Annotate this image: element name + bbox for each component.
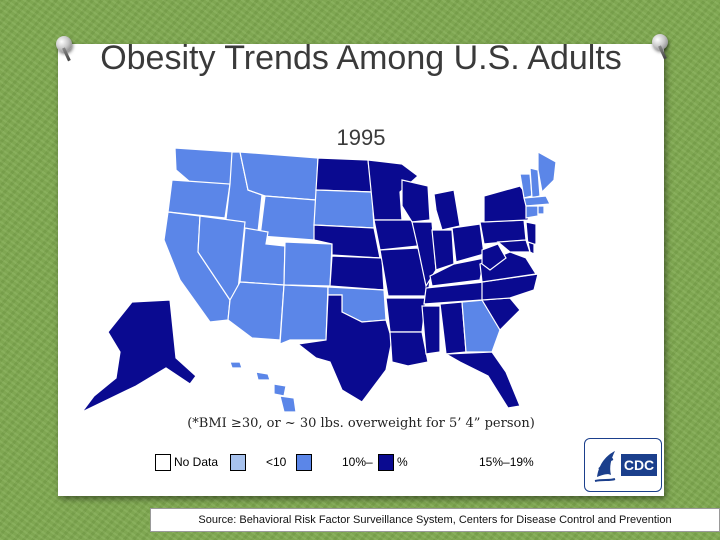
state-ma — [523, 195, 551, 207]
cdc-logo-text: CDC — [624, 457, 654, 473]
map-year: 1995 — [336, 125, 386, 150]
state-oh — [451, 223, 485, 263]
state-in — [431, 229, 455, 271]
state-md — [496, 239, 531, 253]
state-la — [389, 331, 429, 367]
slide-title: Obesity Trends Among U.S. Adults — [100, 39, 622, 77]
legend-swatch-10-14 — [296, 453, 312, 471]
left-pushpin-icon — [56, 36, 72, 52]
state-wi — [401, 179, 431, 223]
state-ne — [313, 224, 381, 259]
state-hi-4 — [279, 395, 297, 413]
state-wy — [259, 195, 317, 241]
state-nd — [315, 157, 373, 193]
state-tx — [296, 294, 393, 403]
state-ms — [421, 305, 441, 355]
state-nm — [279, 284, 329, 345]
state-hi-3 — [273, 383, 287, 397]
state-ri — [537, 205, 545, 215]
legend-label-15-19: 15%–19% — [479, 455, 534, 469]
legend-10-14: 10%– — [296, 453, 373, 471]
state-nj — [525, 221, 537, 247]
bmi-footnote: (*BMI ≥30, or ~ 30 lbs. overweight for 5… — [187, 416, 535, 431]
hhs-eagle-icon: CDC — [594, 451, 657, 482]
legend-15-19-mid: % — [378, 453, 408, 471]
state-de — [527, 241, 535, 255]
cdc-logo: CDC — [584, 438, 662, 492]
legend-label-no-data: No Data — [174, 455, 219, 469]
state-az — [227, 281, 285, 341]
legend-15-19: 15%–19% — [476, 453, 534, 471]
state-me — [537, 150, 557, 194]
state-ct — [525, 205, 539, 219]
state-ar — [385, 297, 427, 333]
legend-lt10: <10 — [230, 453, 286, 471]
state-wv — [481, 243, 507, 271]
state-or — [167, 179, 231, 219]
state-ia — [373, 219, 419, 251]
legend-label-10-14: 10%– — [342, 455, 373, 469]
right-pushpin-icon — [652, 34, 668, 50]
state-hi-2 — [255, 371, 271, 381]
us-obesity-map — [81, 147, 557, 413]
legend-swatch-lt10 — [230, 453, 246, 471]
state-ak — [81, 299, 197, 413]
state-co — [283, 241, 333, 287]
state-hi — [229, 361, 243, 369]
legend-swatch-15-19 — [378, 453, 394, 471]
state-sd — [313, 189, 375, 229]
state-fl — [443, 351, 521, 409]
source-citation: Source: Behavioral Risk Factor Surveilla… — [150, 508, 720, 532]
legend-swatch-no-data — [155, 453, 171, 471]
legend-no-data: No Data — [155, 453, 218, 471]
state-wa — [174, 147, 236, 186]
legend-label-lt10: <10 — [266, 455, 287, 469]
state-ks — [329, 255, 385, 291]
legend-label-15-19-mid: % — [397, 455, 408, 469]
state-mi — [433, 189, 461, 231]
